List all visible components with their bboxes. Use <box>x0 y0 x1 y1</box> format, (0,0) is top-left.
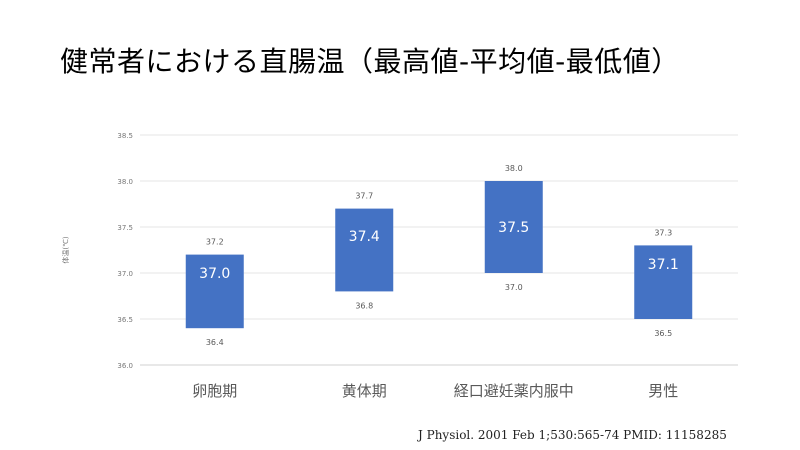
max-value-label: 38.0 <box>505 164 523 173</box>
mean-value-label: 37.0 <box>199 266 230 282</box>
range-bar <box>484 181 543 273</box>
y-axis-label: 体温(℃) <box>61 236 70 264</box>
mean-value-label: 37.1 <box>648 257 679 273</box>
x-category-label: 黄体期 <box>342 382 387 400</box>
mean-value-label: 37.4 <box>349 229 380 245</box>
max-value-label: 37.2 <box>206 238 224 247</box>
citation: J Physiol. 2001 Feb 1;530:565-74 PMID: 1… <box>418 428 727 442</box>
y-tick-label: 36.5 <box>117 316 133 324</box>
x-category-label: 男性 <box>648 382 678 400</box>
max-value-label: 37.7 <box>355 192 373 201</box>
x-category-label: 経口避妊薬内服中 <box>454 382 574 400</box>
y-tick-label: 38.0 <box>117 178 133 186</box>
x-category-label: 卵胞期 <box>192 382 237 400</box>
y-tick-label: 37.0 <box>117 270 133 278</box>
min-value-label: 36.5 <box>654 329 672 338</box>
range-bar <box>335 208 394 292</box>
y-tick-label: 36.0 <box>117 362 133 370</box>
range-bar <box>185 254 244 329</box>
min-value-label: 37.0 <box>505 283 523 292</box>
range-bar <box>634 245 693 319</box>
mean-value-label: 37.5 <box>498 220 529 236</box>
min-value-label: 36.4 <box>206 338 224 347</box>
max-value-label: 37.3 <box>654 228 672 237</box>
min-value-label: 36.8 <box>355 301 373 310</box>
y-tick-label: 37.5 <box>117 224 133 232</box>
y-tick-label: 38.5 <box>117 132 133 140</box>
chart-title: 健常者における直腸温（最高値-平均値-最低値） <box>60 45 680 78</box>
